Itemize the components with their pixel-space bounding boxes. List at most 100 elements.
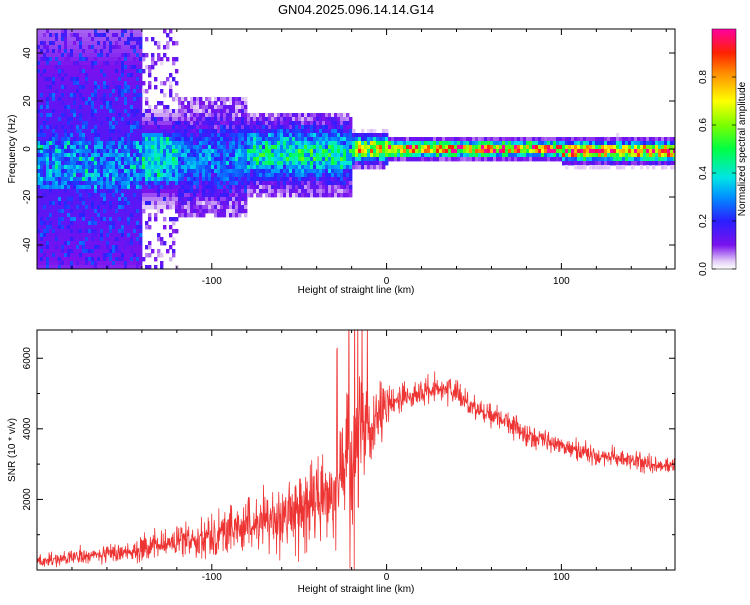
heatmap-cell [121,145,125,150]
heatmap-cell [343,169,347,174]
heatmap-cell [262,145,266,150]
heatmap-cell [100,69,104,74]
heatmap-cell [169,121,173,126]
heatmap-cell [229,125,233,130]
heatmap-cell [334,145,338,150]
heatmap-cell [55,245,59,250]
heatmap-cell [76,85,80,90]
heatmap-cell [40,61,44,66]
heatmap-cell [46,229,50,234]
heatmap-cell [91,149,95,154]
heatmap-cell [55,197,59,202]
heatmap-cell [169,197,173,202]
heatmap-cell [223,201,227,206]
heatmap-cell [304,153,308,158]
heatmap-cell [58,37,62,42]
heatmap-cell [244,105,248,110]
heatmap-cell [313,177,317,182]
heatmap-cell [472,149,476,154]
heatmap-cell [133,257,137,262]
heatmap-cell [163,189,167,194]
heatmap-cell [259,149,263,154]
heatmap-cell [358,149,362,154]
heatmap-cell [400,157,404,162]
heatmap-cell [100,41,104,46]
heatmap-cell [100,165,104,170]
heatmap-cell [391,141,395,146]
heatmap-cell [220,145,224,150]
heatmap-cell [229,97,233,102]
heatmap-cell [121,65,125,70]
heatmap-cell [76,49,80,54]
heatmap-cell [274,157,278,162]
heatmap-cell [76,253,80,258]
heatmap-cell [79,201,83,206]
heatmap-cell [301,165,305,170]
heatmap-cell [226,189,230,194]
heatmap-cell [478,145,482,150]
heatmap-cell [262,137,266,142]
heatmap-cell [631,157,635,162]
heatmap-cell [244,189,248,194]
heatmap-cell [139,181,143,186]
heatmap-cell [40,225,44,230]
heatmap-cell [139,93,143,98]
heatmap-cell [394,157,398,162]
heatmap-cell [85,177,89,182]
heatmap-cell [55,169,59,174]
heatmap-cell [190,105,194,110]
heatmap-cell [640,137,644,142]
heatmap-cell [163,141,167,146]
heatmap-cell [136,205,140,210]
heatmap-cell [373,157,377,162]
heatmap-cell [61,149,65,154]
heatmap-cell [136,101,140,106]
heatmap-cell [145,141,149,146]
heatmap-cell [229,109,233,114]
heatmap-cell [634,157,638,162]
heatmap-cell [124,133,128,138]
heatmap-cell [172,221,176,226]
heatmap-cell [43,109,47,114]
heatmap-cell [52,161,56,166]
heatmap-cell [127,257,131,262]
heatmap-cell [598,141,602,146]
heatmap-cell [148,133,152,138]
heatmap-cell [307,133,311,138]
heatmap-cell [223,101,227,106]
heatmap-cell [529,141,533,146]
heatmap-cell [433,145,437,150]
heatmap-cell [151,185,155,190]
heatmap-cell [73,97,77,102]
spectrogram-y-tick-label: 0 [22,146,33,152]
heatmap-cell [565,137,569,142]
heatmap-cell [67,241,71,246]
heatmap-cell [112,209,116,214]
heatmap-cell [37,145,41,150]
heatmap-cell [178,205,182,210]
heatmap-cell [163,149,167,154]
heatmap-cell [127,49,131,54]
heatmap-cell [133,41,137,46]
heatmap-cell [166,169,170,174]
heatmap-cell [40,233,44,238]
heatmap-cell [127,181,131,186]
heatmap-cell [196,161,200,166]
heatmap-cell [79,189,83,194]
heatmap-cell [109,45,113,50]
heatmap-cell [139,37,143,42]
heatmap-cell [103,121,107,126]
heatmap-cell [319,145,323,150]
heatmap-cell [55,237,59,242]
heatmap-cell [277,133,281,138]
heatmap-cell [574,141,578,146]
heatmap-cell [52,257,56,262]
heatmap-cell [49,157,53,162]
heatmap-cell [217,117,221,122]
heatmap-cell [319,173,323,178]
heatmap-cell [88,117,92,122]
heatmap-cell [286,157,290,162]
heatmap-cell [670,157,674,162]
heatmap-cell [136,169,140,174]
heatmap-cell [58,41,62,46]
